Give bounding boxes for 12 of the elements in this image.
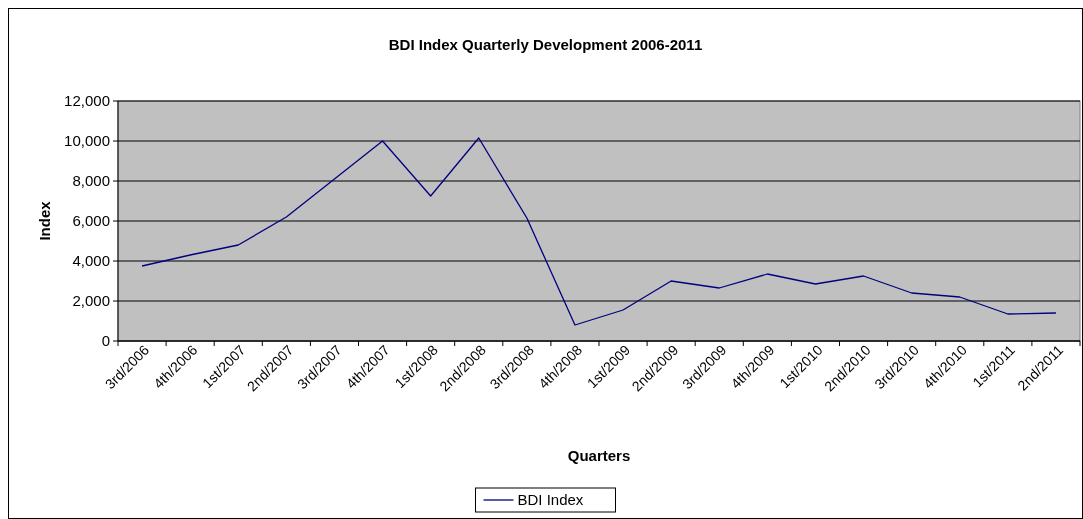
y-axis-title: Index (36, 200, 53, 241)
y-tick-label: 6,000 (72, 212, 110, 230)
chart-title: BDI Index Quarterly Development 2006-2011 (388, 36, 703, 53)
y-tick-label: 0 (101, 332, 110, 350)
y-tick-label: 12,000 (64, 92, 110, 110)
x-axis-title: Quarters (567, 447, 631, 464)
y-tick-label: 2,000 (72, 292, 110, 310)
y-tick-label: 8,000 (72, 172, 110, 190)
line-series (141, 137, 1057, 326)
y-tick-label: 10,000 (64, 132, 110, 150)
legend-label: BDI Index (517, 491, 584, 509)
y-tick-label: 4,000 (72, 252, 110, 270)
